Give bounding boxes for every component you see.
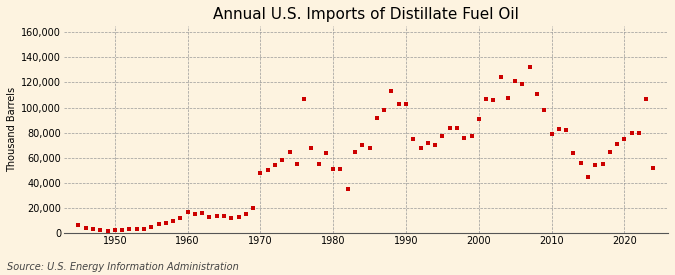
- Point: [219, 213, 230, 218]
- Point: [80, 226, 91, 230]
- Point: [364, 145, 375, 150]
- Point: [473, 117, 484, 121]
- Point: [342, 187, 353, 191]
- Point: [371, 116, 382, 120]
- Point: [255, 171, 266, 175]
- Point: [292, 162, 302, 166]
- Point: [197, 211, 208, 215]
- Title: Annual U.S. Imports of Distillate Fuel Oil: Annual U.S. Imports of Distillate Fuel O…: [213, 7, 519, 22]
- Point: [575, 161, 586, 165]
- Point: [277, 158, 288, 163]
- Point: [299, 97, 310, 101]
- Point: [335, 167, 346, 171]
- Point: [517, 81, 528, 86]
- Point: [263, 168, 273, 173]
- Point: [444, 125, 455, 130]
- Text: Source: U.S. Energy Information Administration: Source: U.S. Energy Information Administ…: [7, 262, 238, 272]
- Point: [619, 137, 630, 141]
- Point: [524, 65, 535, 70]
- Point: [131, 227, 142, 232]
- Point: [226, 216, 237, 220]
- Point: [510, 79, 520, 83]
- Point: [459, 136, 470, 140]
- Point: [561, 128, 572, 132]
- Point: [248, 206, 259, 210]
- Point: [240, 212, 251, 217]
- Point: [88, 227, 99, 232]
- Point: [532, 92, 543, 96]
- Point: [583, 175, 593, 179]
- Point: [284, 149, 295, 154]
- Point: [546, 132, 557, 136]
- Point: [437, 134, 448, 139]
- Point: [182, 210, 193, 214]
- Point: [648, 166, 659, 170]
- Point: [423, 141, 433, 145]
- Point: [379, 108, 389, 112]
- Point: [539, 108, 549, 112]
- Point: [488, 98, 499, 102]
- Point: [408, 137, 418, 141]
- Point: [138, 227, 149, 231]
- Point: [350, 149, 360, 154]
- Point: [175, 216, 186, 220]
- Point: [211, 213, 222, 218]
- Point: [328, 167, 339, 171]
- Point: [415, 145, 426, 150]
- Point: [502, 95, 513, 100]
- Point: [597, 162, 608, 166]
- Point: [394, 102, 404, 106]
- Point: [430, 143, 441, 147]
- Point: [204, 215, 215, 219]
- Point: [641, 97, 651, 101]
- Point: [146, 225, 157, 229]
- Point: [95, 228, 106, 232]
- Point: [73, 223, 84, 228]
- Point: [109, 227, 120, 232]
- Point: [233, 215, 244, 219]
- Y-axis label: Thousand Barrels: Thousand Barrels: [7, 87, 17, 172]
- Point: [495, 75, 506, 80]
- Point: [481, 97, 491, 101]
- Point: [124, 227, 135, 231]
- Point: [269, 163, 280, 167]
- Point: [386, 89, 397, 94]
- Point: [161, 221, 171, 226]
- Point: [321, 151, 331, 155]
- Point: [612, 142, 622, 146]
- Point: [604, 149, 615, 154]
- Point: [167, 219, 178, 223]
- Point: [357, 143, 368, 147]
- Point: [153, 222, 164, 227]
- Point: [626, 131, 637, 135]
- Point: [306, 145, 317, 150]
- Point: [466, 134, 477, 139]
- Point: [452, 125, 462, 130]
- Point: [313, 162, 324, 166]
- Point: [190, 212, 200, 217]
- Point: [400, 102, 411, 106]
- Point: [590, 163, 601, 167]
- Point: [102, 229, 113, 233]
- Point: [568, 151, 579, 155]
- Point: [554, 127, 564, 131]
- Point: [634, 131, 645, 135]
- Point: [117, 227, 128, 232]
